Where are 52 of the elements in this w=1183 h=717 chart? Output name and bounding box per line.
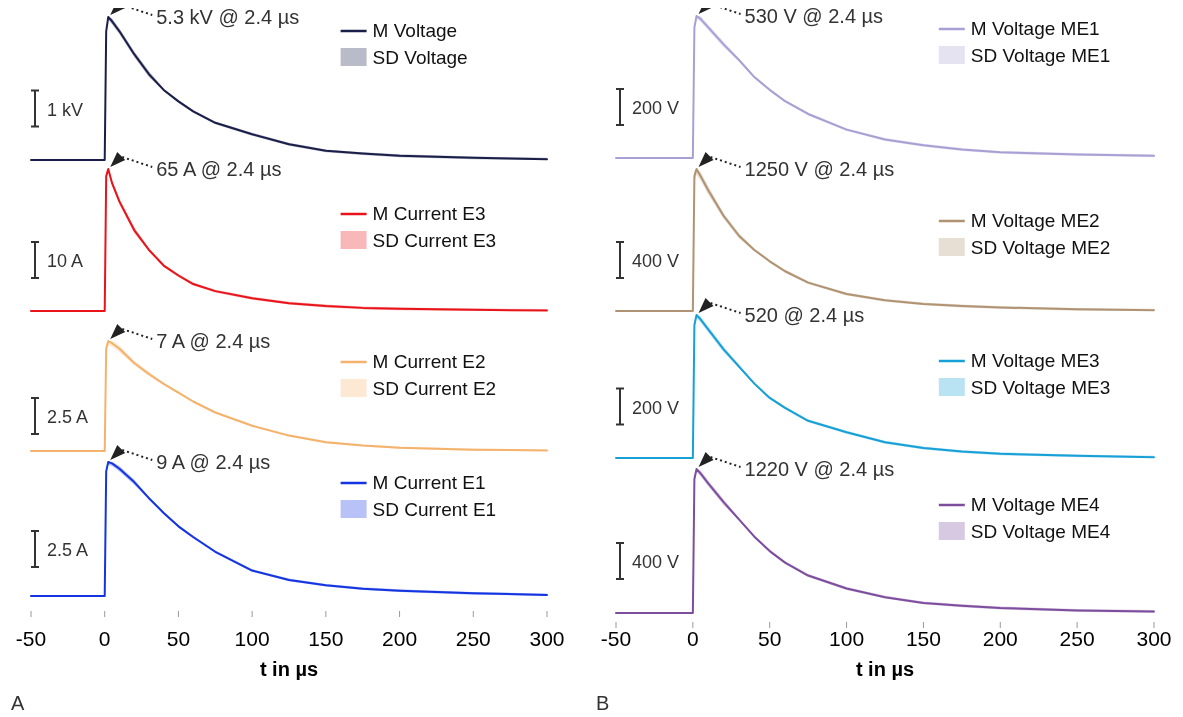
x-tick-label: 0 <box>687 627 699 650</box>
legend-label: M Current E3 <box>372 203 486 224</box>
legend-label: M Current E2 <box>372 351 486 372</box>
x-tick-label: 250 <box>455 627 491 650</box>
annotation: SD Current E3 <box>372 230 497 251</box>
annotation: SD Voltage <box>372 47 468 68</box>
x-tick-label: 200 <box>382 627 418 650</box>
annotation: SD Voltage ME2 <box>970 237 1111 258</box>
annotation: 200 V <box>632 397 680 418</box>
x-axis-title: t in µs <box>855 658 915 680</box>
annotation: 10 A <box>47 251 84 271</box>
x-tick-label: 0 <box>98 627 111 650</box>
legend-label: M Voltage <box>372 20 458 41</box>
text: A <box>11 692 25 714</box>
annotation: 200 V <box>632 98 680 118</box>
x-axis-title: t in µs <box>259 658 319 680</box>
annotation: 9 A @ 2.4 µs <box>156 451 271 473</box>
text: B <box>596 692 610 714</box>
annotation: SD Current E2 <box>372 378 497 399</box>
annotation: 530 V @ 2.4 µs <box>744 5 884 27</box>
x-tick-label: 150 <box>308 627 344 650</box>
legend-label: M Current E1 <box>372 472 486 493</box>
x-tick-label: 100 <box>829 627 865 650</box>
annotation: 65 A @ 2.4 µs <box>156 158 282 180</box>
legend-label: M Voltage ME4 <box>970 494 1101 515</box>
annotation: 1220 V @ 2.4 µs <box>744 458 895 480</box>
legend-label: M Voltage ME2 <box>970 210 1100 231</box>
x-tick-label: 50 <box>166 627 191 650</box>
annotation: SD Voltage ME3 <box>970 377 1111 398</box>
x-tick-label: 300 <box>529 627 565 650</box>
x-tick-label: 100 <box>234 627 270 650</box>
x-tick-label: -50 <box>600 627 632 650</box>
legend-label: M Voltage ME3 <box>970 350 1100 371</box>
x-tick-label: 150 <box>905 627 941 650</box>
annotation: 2.5 A <box>47 407 89 427</box>
annotation: 520 @ 2.4 µs <box>744 304 865 326</box>
x-tick-label: -50 <box>15 627 47 650</box>
legend-label: M Voltage ME1 <box>970 18 1100 39</box>
annotation: 7 A @ 2.4 µs <box>156 330 271 352</box>
annotation: 1 kV <box>47 99 84 120</box>
annotation: SD Voltage ME4 <box>970 521 1111 542</box>
annotation: 2.5 A <box>47 540 89 560</box>
annotation: 1250 V @ 2.4 µs <box>744 158 895 180</box>
annotation: 400 V <box>632 251 680 271</box>
x-tick-label: 200 <box>982 627 1018 650</box>
x-tick-label: 300 <box>1136 627 1172 650</box>
annotation: SD Voltage ME1 <box>970 45 1111 66</box>
annotation: 5.3 kV @ 2.4 µs <box>156 6 300 28</box>
x-tick-label: 50 <box>758 627 782 650</box>
x-tick-label: 250 <box>1059 627 1095 650</box>
annotation: 400 V <box>632 552 680 572</box>
annotation: SD Current E1 <box>372 499 497 520</box>
